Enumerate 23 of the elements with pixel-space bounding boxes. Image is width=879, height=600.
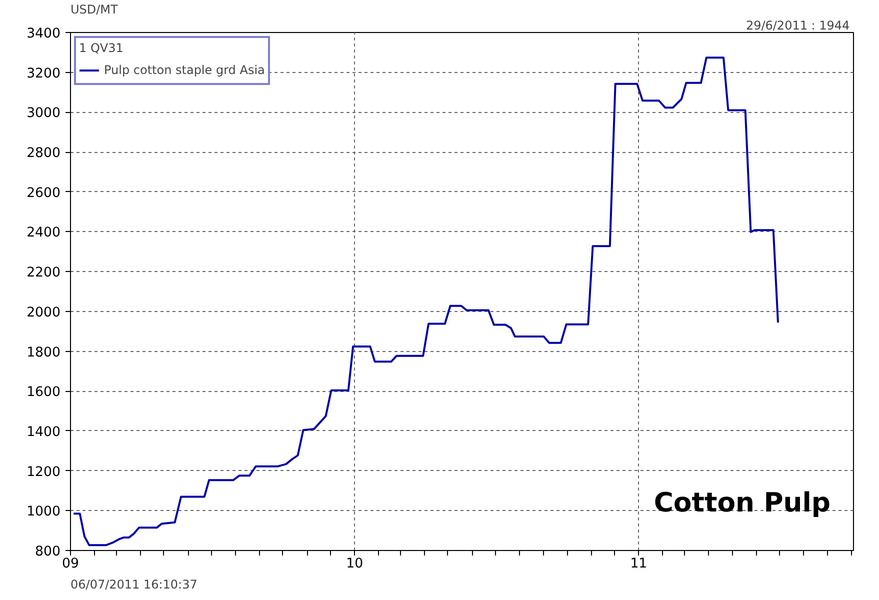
y-tick-label: 3200	[26, 66, 61, 82]
y-tick-label: 3000	[26, 106, 61, 122]
y-tick-label: 800	[35, 544, 61, 560]
x-tick-label: 11	[630, 556, 648, 572]
y-tick-label: 1000	[26, 504, 61, 520]
y-tick-label: 2600	[26, 186, 61, 201]
y-tick-label: 2200	[26, 266, 61, 281]
y-tick-label: 3400	[26, 26, 61, 42]
x-tick-label: 09	[62, 556, 79, 572]
y-axis-title: USD/MT	[70, 2, 119, 16]
legend-label: Pulp cotton staple grd Asia	[104, 63, 265, 77]
legend-title: 1 QV31	[79, 41, 124, 55]
text: 29/6/2011 : 1944	[746, 18, 850, 32]
y-tick-label: 1200	[26, 464, 61, 480]
x-tick-label: 10	[346, 556, 364, 572]
annotation: Cotton Pulp	[654, 488, 831, 518]
y-tick-label: 1600	[26, 385, 61, 400]
y-tick-label: 2400	[26, 226, 61, 241]
text: 06/07/2011 16:10:37	[70, 578, 198, 592]
y-tick-label: 2800	[26, 146, 61, 162]
y-tick-label: 1400	[26, 424, 61, 440]
y-tick-label: 1800	[26, 345, 61, 360]
y-tick-label: 2000	[26, 305, 61, 320]
